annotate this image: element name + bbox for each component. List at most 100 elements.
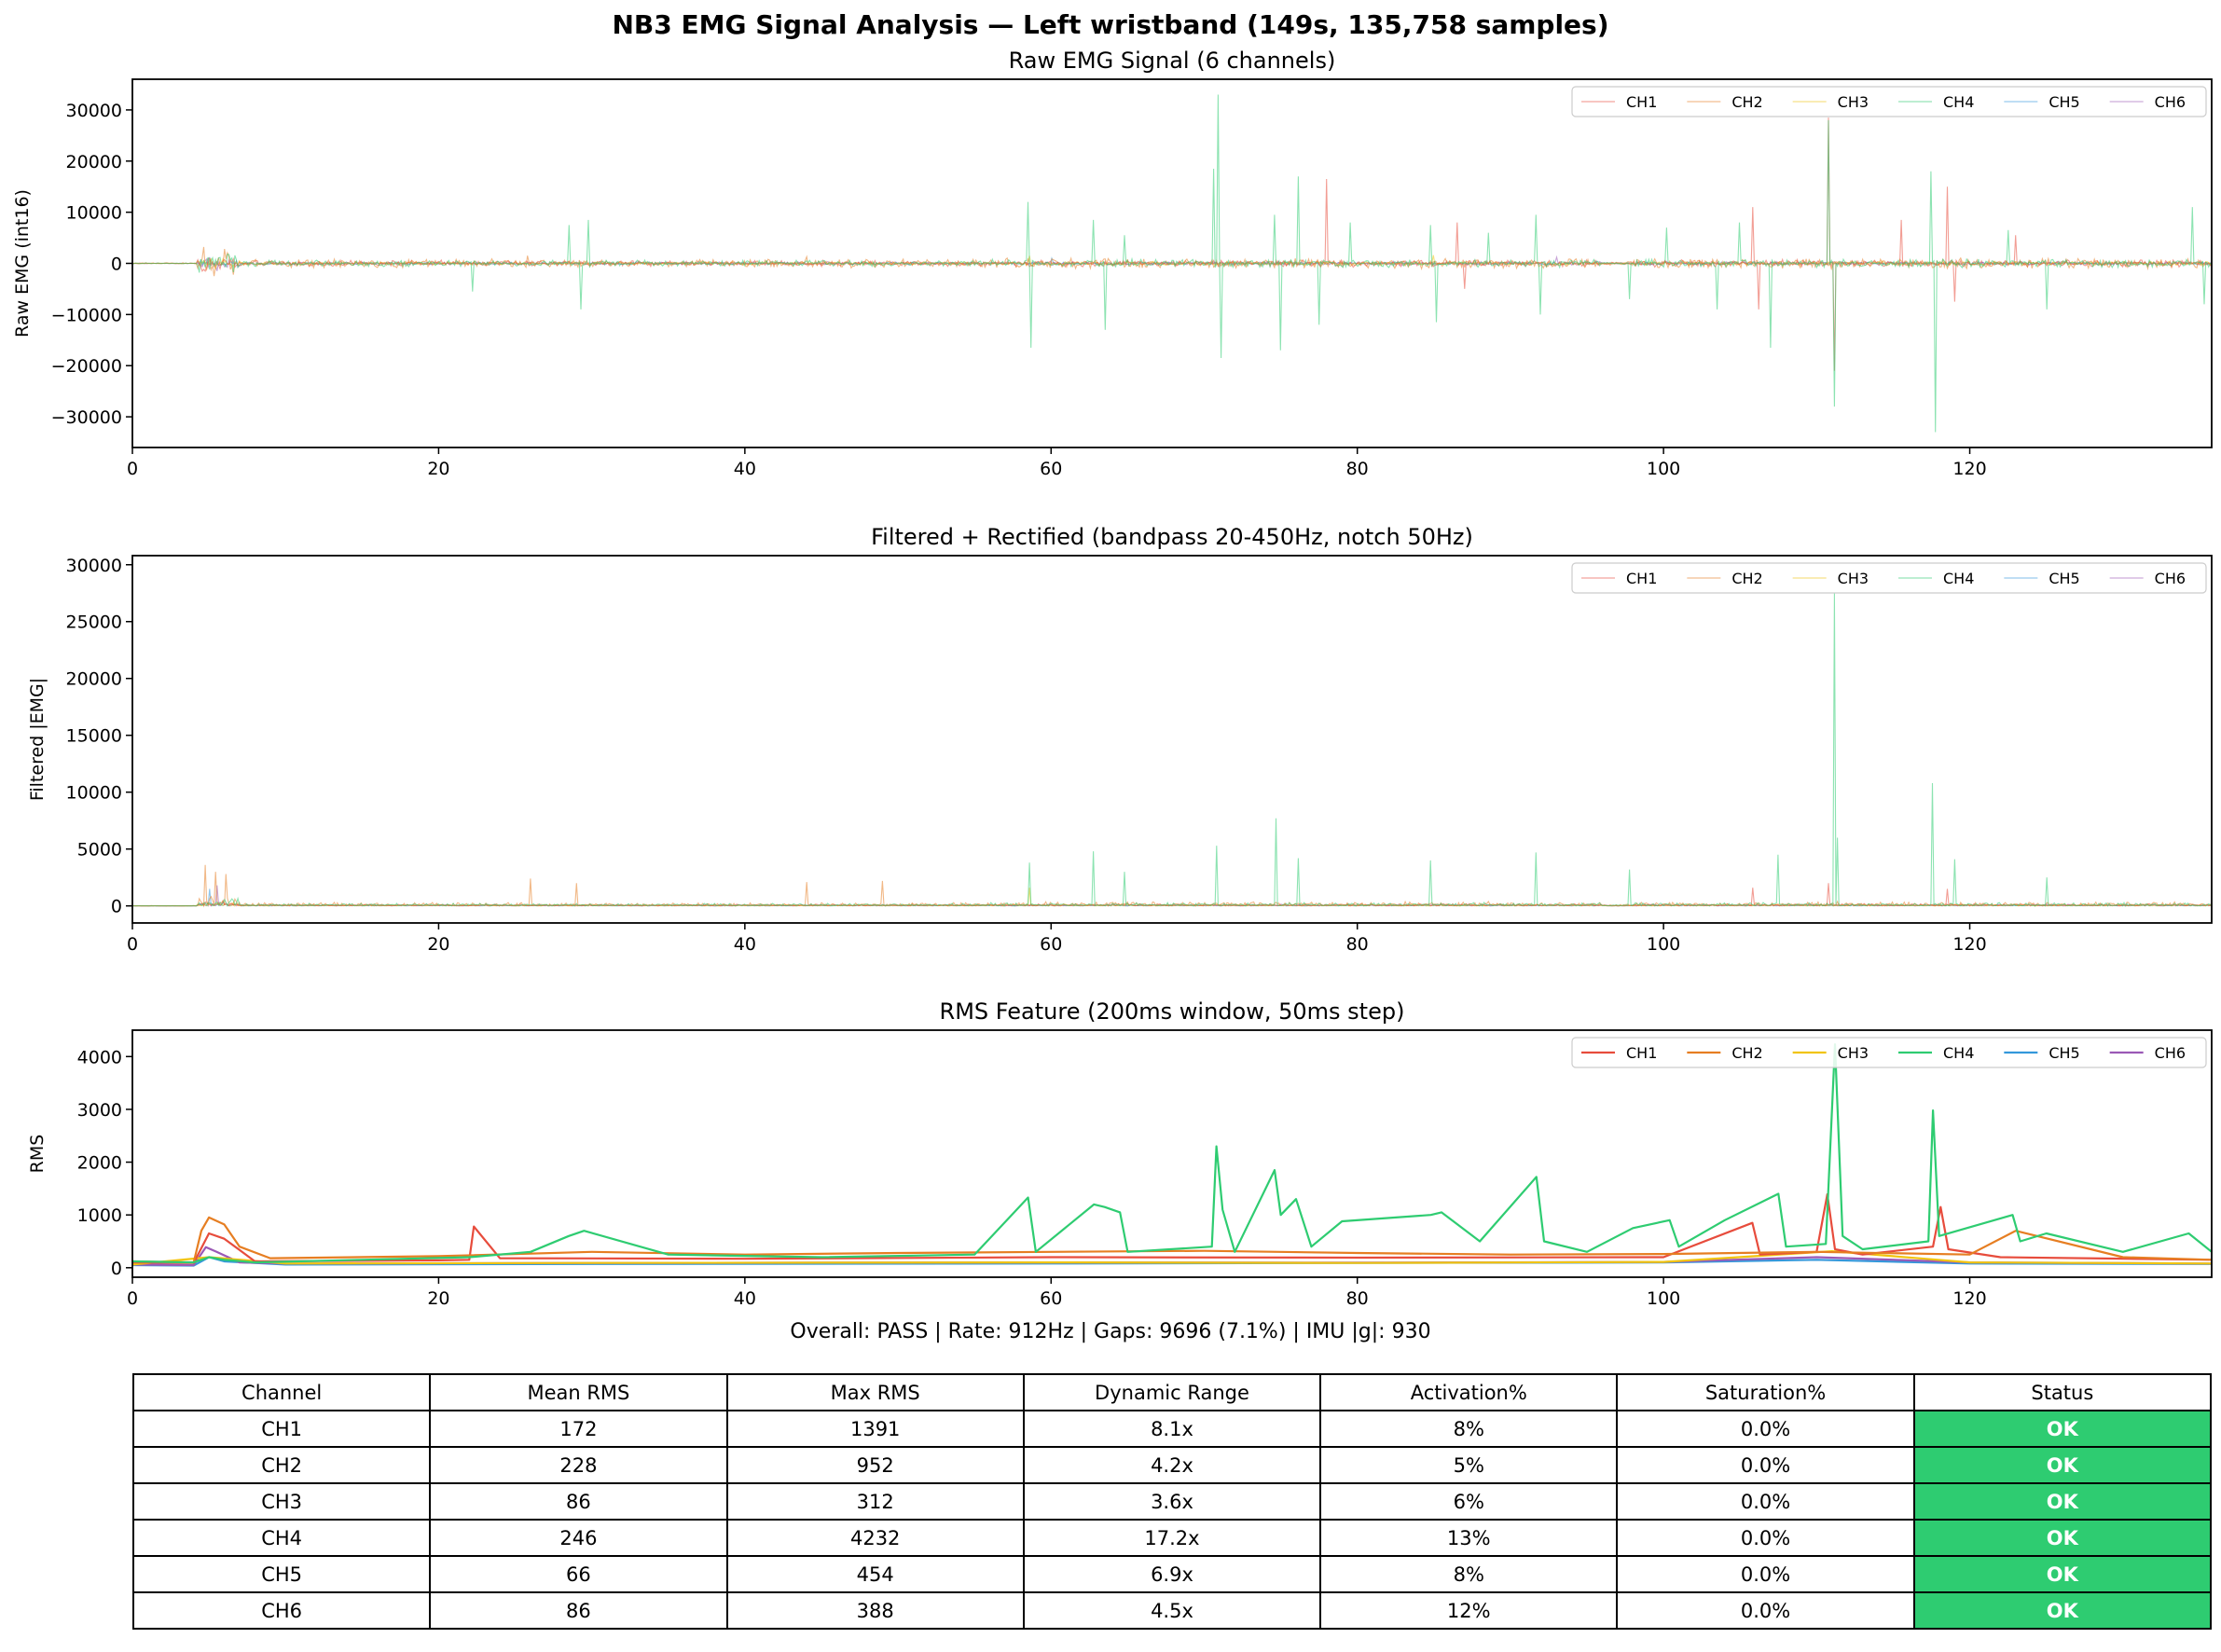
series-line-ch2 xyxy=(132,1216,2212,1264)
y-tick-label: 30000 xyxy=(66,556,122,576)
table-cell: 0.0% xyxy=(1616,1446,1915,1484)
table-row: CH4 246 4232 17.2x 13% 0.0% OK xyxy=(131,1519,2213,1557)
series-line-ch4 xyxy=(132,94,2212,433)
table-cell: 952 xyxy=(725,1446,1025,1484)
column-header: Mean RMS xyxy=(429,1373,728,1411)
table-cell: 0.0% xyxy=(1616,1519,1915,1557)
y-tick-label: 20000 xyxy=(66,152,122,172)
channel-stats-table: Channel Mean RMS Max RMS Dynamic Range Activ… xyxy=(131,1373,2213,1630)
series-line-ch6 xyxy=(132,885,2212,907)
series-line-ch3 xyxy=(132,888,2212,907)
table-cell: 17.2x xyxy=(1022,1519,1322,1557)
y-tick-label: 1000 xyxy=(77,1205,122,1226)
y-axis-label: RMS xyxy=(27,1135,48,1174)
table-cell: 6% xyxy=(1319,1482,1619,1521)
table-row: CH3 86 312 3.6x 6% 0.0% OK xyxy=(131,1482,2213,1521)
table-cell: 172 xyxy=(429,1410,728,1448)
x-tick-label: 20 xyxy=(427,1288,449,1309)
y-tick-label: 25000 xyxy=(66,613,122,633)
series-line-ch1 xyxy=(132,883,2212,907)
x-tick-label: 100 xyxy=(1647,934,1680,955)
x-tick-label: 100 xyxy=(1647,1288,1680,1309)
figure-title: NB3 EMG Signal Analysis — Left wristband… xyxy=(612,9,1608,40)
table-cell: 228 xyxy=(429,1446,728,1484)
y-tick-label: 15000 xyxy=(66,726,122,747)
x-tick-label: 20 xyxy=(427,459,449,479)
table-cell: CH4 xyxy=(131,1519,432,1557)
table-cell: 8.1x xyxy=(1022,1410,1322,1448)
series-line-ch5 xyxy=(132,888,2212,907)
legend-label: CH2 xyxy=(1731,93,1762,111)
y-tick-label: −10000 xyxy=(51,305,122,325)
y-axis-label: Raw EMG (int16) xyxy=(12,189,33,337)
table-cell: 8% xyxy=(1319,1410,1619,1448)
x-tick-label: 0 xyxy=(127,459,138,479)
table-row: CH1 172 1391 8.1x 8% 0.0% OK xyxy=(131,1410,2213,1448)
y-tick-label: 30000 xyxy=(66,101,122,121)
x-tick-label: 120 xyxy=(1952,459,1986,479)
legend-label: CH1 xyxy=(1626,93,1657,111)
y-tick-label: 20000 xyxy=(66,669,122,690)
legend-box xyxy=(1571,1037,2207,1068)
table-row: CH2 228 952 4.2x 5% 0.0% OK xyxy=(131,1446,2213,1484)
table-cell: 86 xyxy=(429,1482,728,1521)
x-tick-label: 120 xyxy=(1952,1288,1986,1309)
table-row: CH5 66 454 6.9x 8% 0.0% OK xyxy=(131,1555,2213,1593)
table-cell: 86 xyxy=(429,1591,728,1630)
panel-title: Raw EMG Signal (6 channels) xyxy=(1009,48,1336,74)
table-cell: 0.0% xyxy=(1616,1410,1915,1448)
table-cell: 0.0% xyxy=(1616,1591,1915,1630)
legend-box xyxy=(1571,86,2207,117)
table-body: CH1 172 1391 8.1x 8% 0.0% OK CH2 228 952 4.2x 5% 0.0… xyxy=(131,1410,2213,1630)
table-cell: 12% xyxy=(1319,1591,1619,1630)
x-tick-label: 80 xyxy=(1346,459,1369,479)
axes-frame xyxy=(131,1029,2213,1278)
x-tick-label: 20 xyxy=(427,934,449,955)
legend-label: CH5 xyxy=(2049,570,2079,587)
legend: CH1 CH2 CH3 CH4 CH5 CH6 xyxy=(1571,562,2207,594)
table-cell: 66 xyxy=(429,1555,728,1593)
series-line-ch4 xyxy=(132,593,2212,907)
status-badge: OK xyxy=(1912,1410,2213,1448)
table-row: CH6 86 388 4.5x 12% 0.0% OK xyxy=(131,1591,2213,1630)
legend-label: CH6 xyxy=(2155,1044,2186,1062)
table-cell: 4232 xyxy=(725,1519,1025,1557)
x-tick-label: 60 xyxy=(1040,934,1062,955)
x-tick-label: 0 xyxy=(127,1288,138,1309)
status-badge: OK xyxy=(1912,1446,2213,1484)
x-tick-label: 80 xyxy=(1346,934,1369,955)
x-tick-label: 40 xyxy=(734,934,756,955)
y-tick-label: 5000 xyxy=(77,840,122,860)
series-line-ch4 xyxy=(132,1043,2212,1264)
series-line-ch2 xyxy=(132,864,2212,908)
table-cell: 454 xyxy=(725,1555,1025,1593)
legend-label: CH4 xyxy=(1943,1044,1974,1062)
legend-label: CH6 xyxy=(2155,93,2186,111)
y-tick-label: 0 xyxy=(111,1259,122,1279)
x-tick-label: 100 xyxy=(1647,459,1680,479)
status-badge: OK xyxy=(1912,1591,2213,1630)
table-cell: CH5 xyxy=(131,1555,432,1593)
x-tick-label: 0 xyxy=(127,934,138,955)
y-tick-label: 0 xyxy=(111,255,122,275)
column-header: Channel xyxy=(131,1373,432,1411)
table-cell: CH2 xyxy=(131,1446,432,1484)
panel-title: RMS Feature (200ms window, 50ms step) xyxy=(940,998,1405,1025)
table-cell: 6.9x xyxy=(1022,1555,1322,1593)
legend-label: CH3 xyxy=(1838,93,1869,111)
legend-label: CH1 xyxy=(1626,1044,1657,1062)
table-cell: 3.6x xyxy=(1022,1482,1322,1521)
status-badge: OK xyxy=(1912,1519,2213,1557)
column-header: Saturation% xyxy=(1616,1373,1915,1411)
y-tick-label: 2000 xyxy=(77,1153,122,1174)
legend: CH1 CH2 CH3 CH4 CH5 CH6 xyxy=(1571,86,2207,117)
axes-frame xyxy=(131,78,2213,448)
series-line-ch1 xyxy=(132,1192,2212,1264)
legend-label: CH2 xyxy=(1731,570,1762,587)
column-header: Dynamic Range xyxy=(1022,1373,1322,1411)
series-line-ch3 xyxy=(132,1250,2212,1266)
rms-feature-panel: RMS Feature (200ms window, 50ms step) RMS… xyxy=(27,998,2213,1309)
legend-label: CH5 xyxy=(2049,93,2079,111)
legend-label: CH4 xyxy=(1943,93,1974,111)
series-line-ch1 xyxy=(132,117,2212,371)
